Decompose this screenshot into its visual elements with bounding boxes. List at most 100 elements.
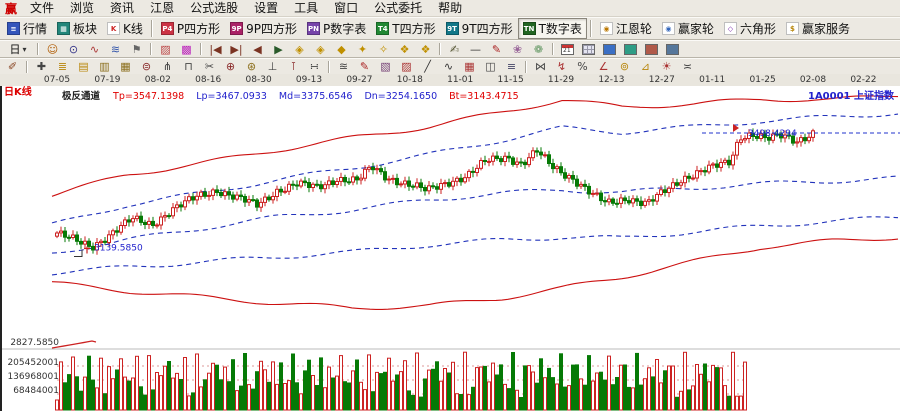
steps-button[interactable]: ≡ <box>506 60 517 73</box>
chip-icon-button[interactable] <box>641 41 662 57</box>
computer-icon-button[interactable] <box>662 41 683 57</box>
sectors-button[interactable]: ▦ 板块 <box>52 18 102 39</box>
sun-tool-button[interactable]: ☀ <box>661 60 672 73</box>
volume-bar <box>559 353 563 411</box>
zigzag2-button[interactable]: ∿ <box>443 60 454 73</box>
monitor-picture-icon-button[interactable] <box>620 41 641 57</box>
hand-tool-button[interactable]: ✍ <box>449 42 460 56</box>
kline-button[interactable]: K K线 <box>102 18 148 39</box>
pen-tool-button[interactable]: ✎ <box>491 42 502 56</box>
join-tool-button[interactable]: ⋈ <box>535 60 546 73</box>
pattern-chart-icon-button[interactable]: ▨ <box>160 42 171 56</box>
clock-icon-button[interactable]: ⊙ <box>68 42 79 56</box>
candle-body <box>147 220 151 225</box>
cross-tool-button[interactable]: ✚ <box>36 60 47 73</box>
balance-tool-button[interactable]: ≍ <box>682 60 693 73</box>
t-square-button[interactable]: T4 T四方形 <box>371 18 440 39</box>
target-tool-button[interactable]: ⊕ <box>225 60 236 73</box>
cycle-tool-button[interactable]: ⊓ <box>184 60 193 73</box>
gann-square-button[interactable]: ▤ <box>78 60 89 73</box>
percent-button[interactable]: % <box>577 60 588 73</box>
volume-bar <box>435 361 439 411</box>
grid-strong-button[interactable]: ▦ <box>464 60 475 73</box>
app-icon[interactable]: 赢 <box>5 1 18 16</box>
scissors-tool-button[interactable]: ✂ <box>204 60 215 73</box>
p-table-button[interactable]: PN P数字表 <box>302 18 371 39</box>
calendar-icon-button[interactable] <box>557 41 578 57</box>
monitor-icon-button[interactable] <box>599 41 620 57</box>
wave-icon-button[interactable]: ≋ <box>110 42 121 56</box>
menu-tools[interactable]: 工具 <box>294 0 319 15</box>
candle-body <box>79 240 83 245</box>
menu-browse[interactable]: 浏览 <box>70 0 95 15</box>
star-left-button[interactable]: ❖ <box>399 42 410 56</box>
volume-bar <box>171 377 175 411</box>
menu-window[interactable]: 窗口 <box>334 0 359 15</box>
menu-settings[interactable]: 设置 <box>254 0 279 15</box>
spiral-tool-button[interactable]: ⊛ <box>246 60 257 73</box>
anchor-tool-button[interactable]: ⊥ <box>267 60 278 73</box>
nav-last-button[interactable]: ▶| <box>230 42 243 56</box>
menu-info[interactable]: 资讯 <box>110 0 135 15</box>
zoom-out-diamond-button[interactable]: ◈ <box>316 42 325 56</box>
bolt-tool-button[interactable]: ↯ <box>556 60 567 73</box>
t-table-button[interactable]: TN T数字表 <box>517 18 587 39</box>
period-tab-label[interactable]: 日K线 <box>4 87 32 98</box>
winner-service-button[interactable]: $ 赢家服务 <box>781 18 855 39</box>
symbol-label[interactable]: 1A0001 上证指数 <box>807 91 894 102</box>
rect-dark-button[interactable]: ▧ <box>380 60 391 73</box>
volume-bar <box>543 377 547 411</box>
draw-line-button[interactable]: ╱ <box>424 60 431 73</box>
hexagon-button[interactable]: ◇ 六角形 <box>719 18 781 39</box>
flag-icon-button[interactable]: ⚑ <box>131 42 142 56</box>
fence-tool-button[interactable]: ▥ <box>99 60 110 73</box>
ninet-square-button[interactable]: 9T 9T四方形 <box>441 18 518 39</box>
brush-tool-button[interactable]: ✐ <box>7 60 18 73</box>
flagpole-tool-button[interactable]: ⊺ <box>290 60 297 73</box>
gann-wheel-button[interactable]: ◉ 江恩轮 <box>595 18 657 39</box>
menu-formula-pick[interactable]: 公式选股 <box>190 0 239 15</box>
zoom-in-diamond-button[interactable]: ◈ <box>295 42 304 56</box>
menu-file[interactable]: 文件 <box>30 0 55 15</box>
color-chart-icon-button[interactable]: ▩ <box>181 42 192 56</box>
volume-bar <box>407 390 411 411</box>
calculator-icon-button[interactable] <box>578 41 599 57</box>
menu-help[interactable]: 帮助 <box>438 0 463 15</box>
stamp-tool-button[interactable]: ❀ <box>512 42 523 56</box>
angle-tool-button[interactable]: ∠ <box>598 60 609 73</box>
menu-order[interactable]: 公式委托 <box>374 0 423 15</box>
chart-area[interactable]: 极反通道 Tp=3547.1398 Lp=3467.0933 Md=3375.654… <box>0 86 900 411</box>
star-right-button[interactable]: ❖ <box>420 42 431 56</box>
fork-tool-button[interactable]: ⋔ <box>162 60 173 73</box>
line-tool-button[interactable]: — <box>470 42 481 56</box>
period-day-button[interactable]: 日 ▾ <box>9 43 27 56</box>
golden-ratio-button[interactable]: ⊚ <box>619 60 630 73</box>
rect-red-button[interactable]: ▨ <box>401 60 412 73</box>
ninep-square-button[interactable]: 9P 9P四方形 <box>225 18 302 39</box>
candle-body <box>83 240 87 245</box>
nav-prev-button[interactable]: ◀ <box>253 42 262 56</box>
ruler-tool-button[interactable]: ≊ <box>338 60 349 73</box>
zoom-fit-diamond-button[interactable]: ◆ <box>337 42 346 56</box>
zigzag-icon-button[interactable]: ∿ <box>89 42 100 56</box>
button-label: K线 <box>123 22 143 36</box>
target-smiley-button[interactable]: ⊜ <box>141 60 152 73</box>
menu-gann[interactable]: 江恩 <box>150 0 175 15</box>
gann-box-button[interactable]: ≣ <box>57 60 68 73</box>
measure-tool-button[interactable]: ∺ <box>309 60 320 73</box>
pyramid-button[interactable]: ⊿ <box>640 60 651 73</box>
wreath-tool-button[interactable]: ❁ <box>533 42 544 56</box>
nav-first-button[interactable]: |◀ <box>209 42 222 56</box>
nav-next-button[interactable]: ▶ <box>274 42 283 56</box>
candle-body <box>435 186 439 190</box>
quotes-button[interactable]: ≡ 行情 <box>2 18 52 39</box>
compress-diamond-button[interactable]: ✦ <box>357 42 368 56</box>
expand-diamond-button[interactable]: ✧ <box>378 42 389 56</box>
smiley-icon-button[interactable]: ☺ <box>46 42 59 56</box>
p-square-button[interactable]: P4 P四方形 <box>156 18 225 39</box>
list-grid-button[interactable]: ◫ <box>485 60 496 73</box>
pen-red-button[interactable]: ✎ <box>359 60 370 73</box>
chart-canvas[interactable]: 3139.5850 3498.4294 <box>2 86 900 411</box>
winner-wheel-button[interactable]: ◉ 赢家轮 <box>657 18 719 39</box>
grid-tool-button[interactable]: ▦ <box>120 60 131 73</box>
